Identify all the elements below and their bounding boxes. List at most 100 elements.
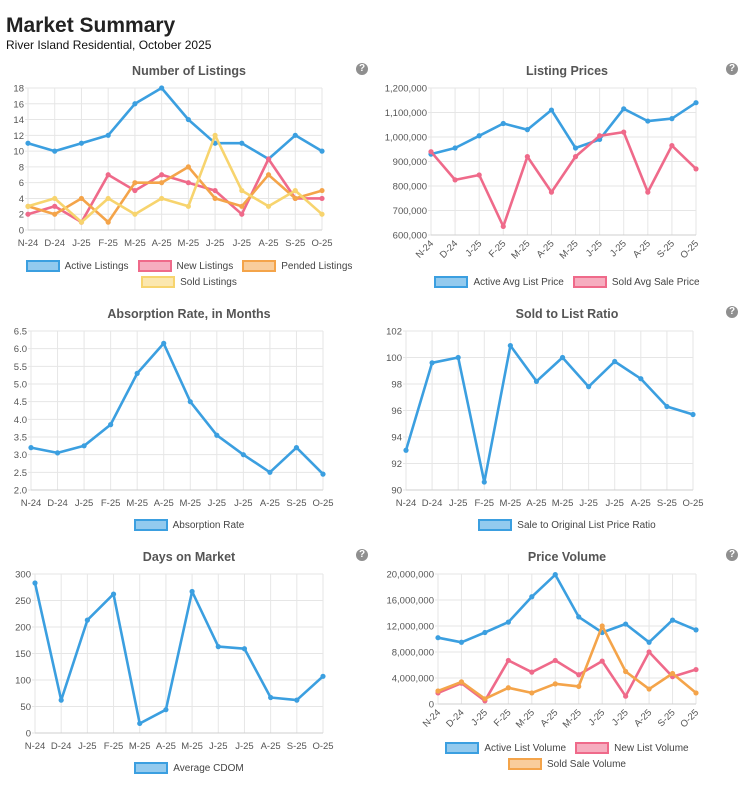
legend-item[interactable]: Sold Listings xyxy=(141,276,237,288)
x-tick-label: O-25 xyxy=(682,498,703,509)
data-point xyxy=(52,203,58,209)
data-point xyxy=(693,627,699,633)
data-point xyxy=(81,443,87,449)
data-point xyxy=(215,644,221,650)
listings-chart: 0 2 4 6 8 10 12 14 16 18 N-24 D-24 J-25 F-25 M-25 A-25 M… xyxy=(13,84,332,250)
legend-item[interactable]: Sold Sale Volume xyxy=(508,758,626,770)
series-line xyxy=(26,165,324,224)
x-tick-label: F-25 xyxy=(104,741,124,752)
help-icon[interactable]: ? xyxy=(356,549,368,561)
legend-swatch xyxy=(133,519,168,531)
data-point xyxy=(268,694,274,701)
x-tick-label: M-25 xyxy=(558,238,581,261)
data-point xyxy=(576,683,582,690)
x-tick-label: J-25 xyxy=(78,741,96,752)
legend-row: Average CDOM xyxy=(0,762,378,774)
y-tick-label: 2.0 xyxy=(14,486,27,497)
x-tick-label: J-25 xyxy=(586,707,607,728)
x-tick-label: D-24 xyxy=(422,498,443,509)
y-tick-label: 14 xyxy=(13,115,24,126)
data-point xyxy=(292,132,298,138)
legend-item[interactable]: New Listings xyxy=(137,260,233,272)
data-point xyxy=(572,145,579,151)
data-point xyxy=(265,203,272,209)
data-point xyxy=(58,697,64,703)
chart-title: Price Volume xyxy=(527,550,607,564)
x-axis-ticks: N-24 D-24 J-25 F-25 M-25 A-25 M-25 J-25 J-25 A-25… xyxy=(396,498,704,509)
legend-item[interactable]: New List Volume xyxy=(575,742,689,754)
data-point xyxy=(529,594,535,600)
legend-item[interactable]: Absorption Rate xyxy=(133,519,244,531)
data-point xyxy=(552,681,558,687)
data-point xyxy=(482,696,488,702)
y-tick-label: 4,000,000 xyxy=(392,674,434,685)
x-tick-label: N-24 xyxy=(21,498,42,509)
help-icon[interactable]: ? xyxy=(726,306,738,318)
data-point xyxy=(435,688,441,694)
legend-item[interactable]: Sale to Original List Price Ratio xyxy=(478,519,656,531)
help-icon[interactable]: ? xyxy=(356,63,368,75)
x-tick-label: J-25 xyxy=(233,238,251,249)
absorption-chart: 2.0 2.5 3.0 3.5 4.0 4.5 5.0 5.5 6.0 6.5 N-24 D-24 J-… xyxy=(14,327,334,510)
data-point xyxy=(185,203,191,209)
series-line xyxy=(436,624,698,701)
series-line xyxy=(404,344,695,484)
legend-item[interactable]: Active Listings xyxy=(25,260,129,272)
y-tick-label: 4.0 xyxy=(14,415,27,426)
gridlines xyxy=(428,87,697,236)
legend-item[interactable]: Active List Volume xyxy=(445,742,566,754)
y-tick-label: 98 xyxy=(391,380,402,391)
data-point xyxy=(187,399,193,405)
x-tick-label: M-25 xyxy=(179,498,201,509)
data-point xyxy=(240,452,246,458)
data-point xyxy=(664,403,670,410)
y-tick-label: 8 xyxy=(19,162,24,173)
y-tick-label: 4 xyxy=(19,194,24,205)
data-point xyxy=(319,195,325,202)
data-point xyxy=(105,219,111,225)
x-tick-label: M-25 xyxy=(129,741,151,752)
legend-label: Average CDOM xyxy=(173,762,244,774)
y-tick-label: 700,000 xyxy=(393,206,427,217)
legend-item[interactable]: Average CDOM xyxy=(134,762,244,774)
data-point xyxy=(646,686,652,692)
gridlines xyxy=(435,573,697,705)
data-point xyxy=(54,450,61,456)
help-icon[interactable]: ? xyxy=(726,549,738,561)
data-point xyxy=(458,639,465,645)
data-point xyxy=(134,370,140,376)
legend-item[interactable]: Active Avg List Price xyxy=(434,276,564,288)
data-point xyxy=(452,145,458,151)
x-tick-label: A-25 xyxy=(260,498,280,509)
data-point xyxy=(599,623,605,629)
series-sold-listings xyxy=(25,132,325,225)
data-point xyxy=(646,639,652,645)
data-point xyxy=(645,189,651,195)
legend-item[interactable]: Pended Listings xyxy=(242,260,352,272)
y-axis-ticks: 0 4,000,000 8,000,000 12,000,000 16,000,000 2… xyxy=(386,570,434,711)
data-point xyxy=(320,471,326,477)
data-point xyxy=(599,658,605,664)
data-point xyxy=(572,154,579,160)
help-icon[interactable]: ? xyxy=(726,63,738,75)
y-tick-label: 3.5 xyxy=(14,433,27,444)
x-tick-label: J-25 xyxy=(208,498,226,509)
x-tick-label: J-25 xyxy=(449,498,467,509)
y-tick-label: 800,000 xyxy=(393,182,427,193)
legend-swatch xyxy=(508,758,543,770)
series-new-list-volume xyxy=(435,649,699,704)
chart-legend: Average CDOM xyxy=(0,762,378,778)
data-point xyxy=(693,166,699,172)
chart-legend: Sale to Original List Price Ratio xyxy=(378,519,756,535)
x-tick-label: J-25 xyxy=(206,238,224,249)
data-point xyxy=(52,211,58,217)
data-point xyxy=(455,354,461,361)
legend-row: Sold Listings xyxy=(0,276,378,288)
data-point xyxy=(25,140,31,146)
series-line xyxy=(436,573,698,644)
data-point xyxy=(597,133,603,139)
legend-item[interactable]: Sold Avg Sale Price xyxy=(572,276,700,288)
data-point xyxy=(435,635,441,641)
data-point xyxy=(559,354,566,361)
x-tick-label: S-25 xyxy=(286,498,306,509)
